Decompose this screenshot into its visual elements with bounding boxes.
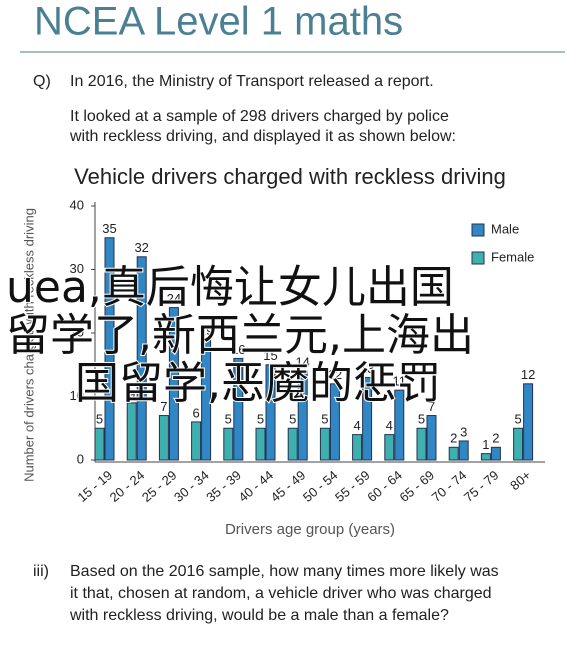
part-line: it that, chosen at random, a vehicle dri… bbox=[70, 585, 492, 602]
bar bbox=[265, 364, 276, 461]
x-tick-label: 80+ bbox=[507, 467, 534, 493]
bar bbox=[384, 434, 395, 461]
part-label: iii) bbox=[33, 563, 49, 580]
bar bbox=[158, 415, 169, 461]
value-label: 9 bbox=[128, 386, 135, 401]
bar bbox=[233, 357, 244, 461]
bar bbox=[319, 427, 330, 461]
value-label: 15 bbox=[263, 348, 277, 363]
value-label: 5 bbox=[418, 412, 425, 427]
value-label: 4 bbox=[353, 418, 360, 433]
bar bbox=[490, 446, 501, 461]
value-label: 1 bbox=[482, 437, 489, 452]
y-label: Number of drivers charged with reckless … bbox=[21, 208, 36, 482]
value-label: 35 bbox=[102, 221, 116, 236]
bar bbox=[201, 338, 212, 461]
bar bbox=[104, 237, 115, 461]
bar bbox=[426, 415, 437, 461]
bar bbox=[416, 427, 427, 461]
y-tick-label: 10 bbox=[70, 388, 84, 403]
value-label: 2 bbox=[450, 431, 457, 446]
value-label: 5 bbox=[257, 412, 264, 427]
bar bbox=[136, 256, 147, 461]
question-line: It looked at a sample of 298 drivers cha… bbox=[70, 108, 449, 125]
bar bbox=[458, 440, 469, 461]
bar bbox=[480, 453, 491, 461]
value-label: 5 bbox=[225, 412, 232, 427]
value-label: 4 bbox=[386, 418, 393, 433]
x-tick-label: 65 - 69 bbox=[396, 467, 437, 505]
question-label: Q) bbox=[33, 73, 51, 90]
x-tick-label: 30 - 34 bbox=[171, 467, 212, 505]
bar bbox=[255, 427, 266, 461]
value-label: 5 bbox=[289, 412, 296, 427]
bar bbox=[523, 383, 534, 461]
value-label: 3 bbox=[460, 424, 467, 439]
value-label: 5 bbox=[96, 412, 103, 427]
x-label: Drivers age group (years) bbox=[225, 521, 395, 538]
y-tick-label: 0 bbox=[77, 451, 84, 466]
x-tick-label: 15 - 19 bbox=[74, 467, 115, 505]
value-label: 5 bbox=[321, 412, 328, 427]
bar bbox=[448, 446, 459, 461]
bar bbox=[352, 434, 363, 461]
value-label: 24 bbox=[167, 291, 181, 306]
overlay-text: uea,真后悔让女儿出国 bbox=[6, 262, 454, 313]
part-line: with reckless driving, would be a male t… bbox=[69, 607, 449, 624]
bar bbox=[287, 427, 298, 461]
x-tick-label: 55 - 59 bbox=[332, 467, 373, 505]
bar bbox=[191, 421, 202, 461]
overlay-text: 国留学,恶魔的惩罚 bbox=[75, 358, 441, 409]
legend-label: Male bbox=[491, 221, 519, 236]
x-tick-label: 20 - 24 bbox=[107, 467, 148, 505]
value-label: 11 bbox=[393, 374, 407, 389]
bar bbox=[394, 389, 405, 461]
value-label: 14 bbox=[295, 355, 309, 370]
bar bbox=[329, 383, 340, 461]
legend-label: Female bbox=[491, 249, 534, 264]
y-tick-label: 20 bbox=[70, 324, 84, 339]
value-label: 12 bbox=[328, 367, 342, 382]
value-label: 32 bbox=[134, 240, 148, 255]
y-tick-label: 30 bbox=[70, 261, 84, 276]
bar bbox=[513, 427, 524, 461]
value-label: 13 bbox=[360, 361, 374, 376]
x-tick-label: 70 - 74 bbox=[429, 467, 470, 505]
value-label: 2 bbox=[492, 431, 499, 446]
value-label: 12 bbox=[521, 367, 535, 382]
legend-swatch bbox=[471, 223, 485, 237]
value-label: 16 bbox=[231, 342, 245, 357]
x-tick-label: 60 - 64 bbox=[364, 467, 405, 505]
question-line: In 2016, the Ministry of Transport relea… bbox=[70, 73, 434, 90]
bar bbox=[126, 402, 137, 461]
value-label: 7 bbox=[428, 399, 435, 414]
header-title: NCEA Level 1 maths bbox=[34, 0, 403, 44]
bar bbox=[94, 427, 105, 461]
part-line: Based on the 2016 sample, how many times… bbox=[70, 563, 499, 580]
value-label: 5 bbox=[514, 412, 521, 427]
bar bbox=[168, 307, 179, 461]
value-label: 7 bbox=[160, 399, 167, 414]
x-tick-label: 25 - 29 bbox=[139, 467, 180, 505]
question-line: with reckless driving, and displayed it … bbox=[69, 128, 456, 145]
bar bbox=[362, 376, 373, 461]
overlay-text: 留学了,新西兰元,上海出 bbox=[6, 310, 474, 361]
x-tick-label: 45 - 49 bbox=[268, 467, 309, 505]
legend-swatch bbox=[471, 251, 485, 265]
value-label: 19 bbox=[199, 323, 213, 338]
x-tick-label: 50 - 54 bbox=[300, 467, 341, 505]
bar bbox=[223, 427, 234, 461]
x-tick-label: 40 - 44 bbox=[235, 467, 276, 505]
x-tick-label: 75 - 79 bbox=[461, 467, 502, 505]
y-tick-label: 40 bbox=[70, 197, 84, 212]
value-label: 6 bbox=[192, 405, 199, 420]
bar bbox=[297, 370, 308, 461]
chart-title: Vehicle drivers charged with reckless dr… bbox=[74, 164, 506, 189]
x-tick-label: 35 - 39 bbox=[203, 467, 244, 505]
